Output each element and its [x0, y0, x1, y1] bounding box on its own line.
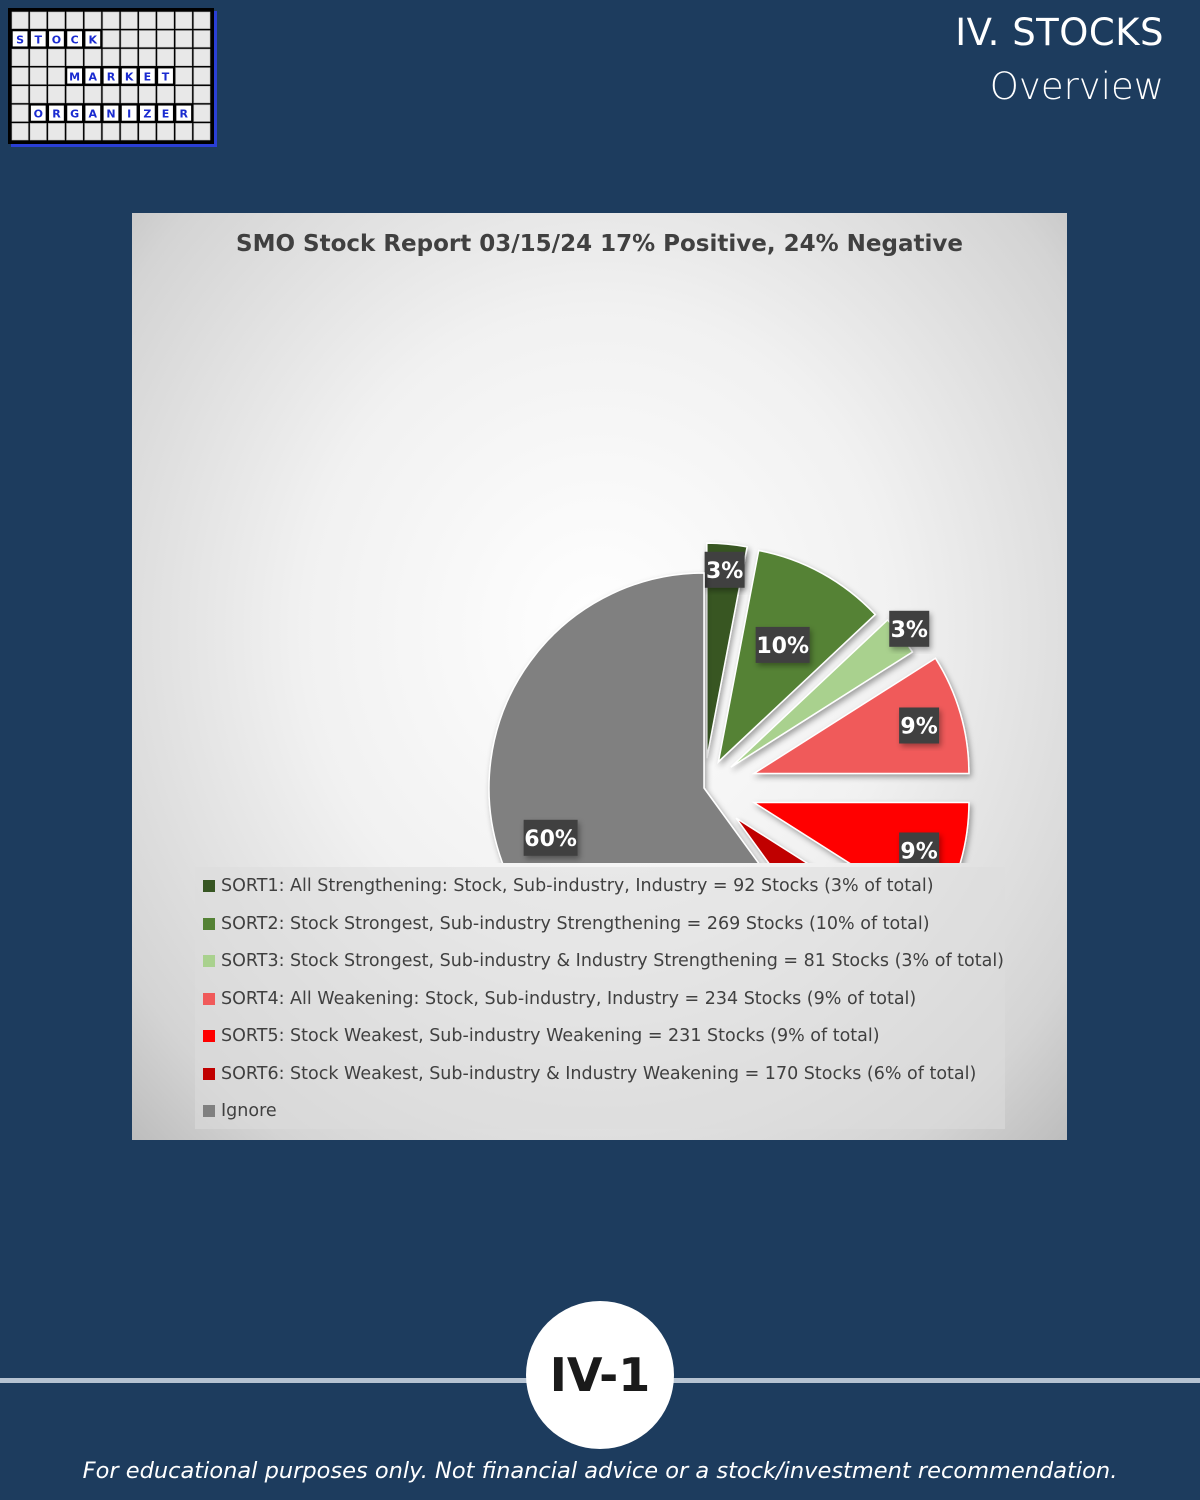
disclaimer: For educational purposes only. Not finan… — [82, 1458, 1118, 1484]
page-header: IV. STOCKS Overview — [955, 10, 1164, 118]
chart-panel: SMO Stock Report 03/15/24 17% Positive, … — [132, 213, 1067, 1140]
legend-swatch — [203, 1105, 215, 1117]
logo-letter: R — [52, 108, 61, 121]
pie-slice — [751, 657, 970, 775]
legend-label: Ignore — [221, 1101, 277, 1121]
logo-letter: T — [162, 71, 170, 84]
logo-letter: A — [89, 108, 98, 121]
data-label-box — [899, 832, 940, 863]
logo-letter: O — [52, 33, 61, 46]
pie-slice — [706, 542, 748, 759]
legend-swatch — [203, 1067, 215, 1080]
legend-label: SORT5: Stock Weakest, Sub-industry Weake… — [221, 1026, 880, 1046]
chart-legend: SORT1: All Strengthening: Stock, Sub-ind… — [195, 867, 1005, 1129]
logo-letter: A — [89, 71, 98, 84]
legend-swatch — [203, 955, 215, 967]
legend-item: SORT3: Stock Strongest, Sub-industry & I… — [203, 946, 1004, 976]
page-number-badge: IV-1 — [526, 1301, 674, 1449]
legend-item: SORT2: Stock Strongest, Sub-industry Str… — [203, 909, 930, 939]
data-label-box — [523, 819, 578, 856]
data-label: 3% — [891, 618, 928, 643]
pie-slice — [488, 572, 760, 863]
legend-label: SORT1: All Strengthening: Stock, Sub-ind… — [221, 876, 934, 896]
legend-swatch — [203, 880, 215, 892]
logo-letter: M — [69, 71, 80, 84]
logo-letter: S — [16, 33, 24, 46]
legend-label: SORT4: All Weakening: Stock, Sub-industr… — [221, 988, 917, 1009]
data-label: 3% — [706, 559, 743, 584]
data-label-box — [704, 551, 745, 588]
data-label: 9% — [900, 715, 937, 740]
legend-swatch — [203, 992, 215, 1005]
legend-label: SORT6: Stock Weakest, Sub-industry & Ind… — [221, 1063, 977, 1084]
logo-letter: G — [70, 108, 79, 121]
logo-letter: O — [34, 108, 43, 121]
legend-item: SORT1: All Strengthening: Stock, Sub-ind… — [203, 871, 934, 901]
data-label: 10% — [756, 634, 809, 659]
data-label: 60% — [524, 827, 577, 852]
logo-grid: S T O C KM A R K E TO R G A N I Z E R — [11, 11, 211, 141]
logo-letter: R — [179, 108, 188, 121]
data-label-box — [755, 626, 810, 663]
logo-letter: K — [125, 71, 134, 84]
logo-letter: Z — [143, 108, 151, 121]
logo-letter: C — [71, 33, 79, 46]
data-label: 9% — [900, 839, 937, 863]
legend-swatch — [203, 1030, 215, 1042]
data-label-box — [889, 610, 930, 647]
legend-label: SORT2: Stock Strongest, Sub-industry Str… — [221, 913, 930, 934]
legend-label: SORT3: Stock Strongest, Sub-industry & I… — [221, 951, 1005, 971]
pie-chart: 3%10%3%9%9%6%60% — [488, 542, 970, 863]
legend-item: SORT5: Stock Weakest, Sub-industry Weake… — [203, 1021, 880, 1051]
legend-swatch — [203, 917, 215, 930]
chart-title: SMO Stock Report 03/15/24 17% Positive, … — [236, 231, 963, 257]
logo-letter: R — [107, 71, 116, 84]
logo-letter: I — [127, 108, 131, 121]
legend-item: SORT4: All Weakening: Stock, Sub-industr… — [203, 984, 916, 1014]
logo-letter: N — [106, 108, 115, 121]
logo-letter: E — [144, 71, 152, 84]
section-subtitle: Overview — [989, 65, 1164, 108]
data-label-box — [899, 707, 940, 744]
logo-letter: E — [162, 108, 170, 121]
section-title: IV. STOCKS — [955, 11, 1164, 54]
legend-item: SORT6: Stock Weakest, Sub-industry & Ind… — [203, 1059, 976, 1089]
pie-slice — [735, 817, 809, 863]
logo-letter: K — [89, 33, 98, 46]
logo-letter: T — [35, 33, 43, 46]
legend-item: Ignore — [203, 1096, 277, 1126]
